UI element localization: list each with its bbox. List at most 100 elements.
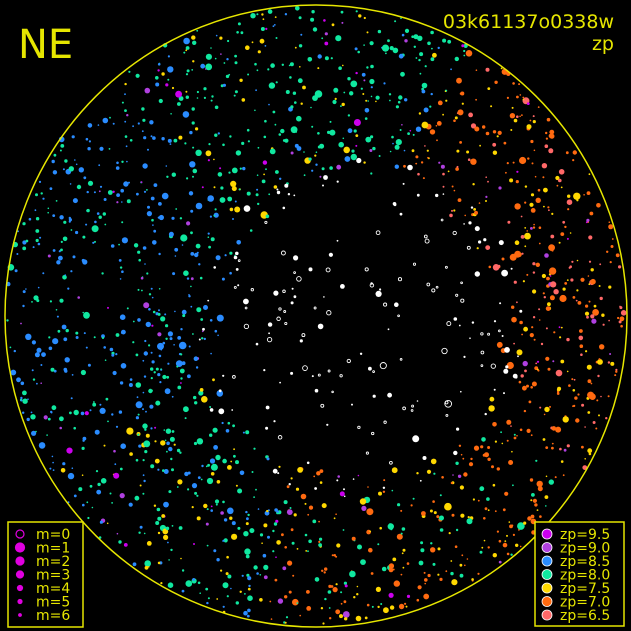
star-marker bbox=[511, 316, 517, 323]
star-marker bbox=[394, 20, 397, 23]
star-marker bbox=[544, 253, 549, 258]
star-marker bbox=[14, 269, 18, 273]
star-marker bbox=[42, 197, 45, 200]
star-marker bbox=[572, 389, 576, 392]
star-marker bbox=[430, 30, 434, 35]
star-marker bbox=[513, 342, 515, 345]
star-marker bbox=[291, 541, 295, 545]
star-marker bbox=[516, 349, 523, 356]
star-marker bbox=[264, 119, 267, 123]
star-marker bbox=[261, 179, 266, 184]
star-marker bbox=[341, 102, 345, 107]
star-marker bbox=[145, 321, 151, 328]
star-marker bbox=[585, 350, 588, 353]
star-marker bbox=[427, 573, 431, 578]
star-marker bbox=[256, 174, 259, 176]
star-marker bbox=[152, 240, 157, 245]
star-marker bbox=[298, 44, 303, 48]
star-marker bbox=[129, 378, 133, 381]
star-marker bbox=[392, 142, 394, 145]
star-marker bbox=[548, 244, 555, 252]
star-marker bbox=[203, 96, 206, 99]
star-marker bbox=[105, 397, 109, 401]
star-marker bbox=[180, 328, 183, 331]
star-marker bbox=[343, 581, 347, 585]
star-marker bbox=[71, 374, 74, 376]
star-marker bbox=[549, 129, 555, 135]
star-marker bbox=[336, 479, 339, 482]
star-marker bbox=[47, 211, 49, 214]
star-marker bbox=[93, 191, 96, 194]
star-marker bbox=[364, 616, 368, 620]
star-marker bbox=[506, 552, 510, 556]
star-marker bbox=[237, 284, 240, 287]
star-marker bbox=[355, 134, 359, 138]
star-marker bbox=[587, 275, 590, 277]
star-marker bbox=[524, 232, 531, 240]
star-marker bbox=[243, 205, 251, 212]
star-marker bbox=[233, 454, 236, 458]
star-marker bbox=[610, 361, 615, 366]
star-marker bbox=[416, 400, 419, 402]
star-marker bbox=[163, 501, 169, 508]
star-marker bbox=[544, 406, 550, 413]
star-marker bbox=[49, 187, 53, 191]
star-marker bbox=[310, 106, 312, 109]
star-marker bbox=[260, 27, 265, 31]
star-marker bbox=[447, 170, 450, 173]
star-marker bbox=[106, 522, 109, 525]
star-marker bbox=[246, 128, 250, 132]
star-marker bbox=[20, 381, 25, 386]
star-marker bbox=[229, 271, 232, 275]
star-marker bbox=[321, 167, 325, 171]
star-marker bbox=[259, 574, 262, 576]
star-marker bbox=[30, 414, 36, 420]
star-marker bbox=[56, 260, 61, 265]
star-marker bbox=[327, 590, 332, 594]
star-marker bbox=[317, 67, 320, 70]
star-marker bbox=[276, 540, 281, 545]
star-marker bbox=[487, 509, 490, 512]
star-marker bbox=[599, 263, 602, 266]
star-marker bbox=[242, 431, 245, 434]
star-marker bbox=[519, 309, 523, 313]
star-marker bbox=[442, 172, 445, 176]
star-marker bbox=[295, 131, 298, 133]
star-marker bbox=[185, 90, 188, 93]
star-marker bbox=[292, 598, 299, 606]
star-marker bbox=[519, 156, 527, 165]
star-marker bbox=[207, 299, 210, 302]
star-marker bbox=[116, 201, 119, 204]
star-marker bbox=[234, 206, 241, 213]
star-marker bbox=[389, 460, 393, 465]
star-marker bbox=[588, 235, 593, 240]
star-marker bbox=[412, 435, 420, 443]
star-marker bbox=[165, 83, 169, 87]
star-marker bbox=[289, 62, 294, 67]
star-marker bbox=[214, 329, 218, 333]
star-marker bbox=[217, 334, 219, 337]
star-marker bbox=[320, 607, 324, 610]
star-marker bbox=[284, 595, 288, 599]
star-marker bbox=[459, 141, 462, 144]
star-marker bbox=[97, 482, 101, 487]
star-marker bbox=[336, 239, 339, 242]
star-marker bbox=[124, 93, 126, 96]
star-marker bbox=[530, 227, 533, 230]
star-marker bbox=[562, 474, 565, 477]
star-marker bbox=[399, 129, 402, 131]
zp-legend-label: zp=9.5 bbox=[560, 527, 610, 543]
star-marker bbox=[329, 129, 336, 136]
star-marker bbox=[157, 312, 161, 316]
star-marker bbox=[521, 252, 524, 255]
star-marker bbox=[366, 508, 374, 516]
star-marker bbox=[269, 600, 272, 603]
star-marker bbox=[549, 405, 551, 408]
star-marker bbox=[389, 46, 394, 51]
star-marker bbox=[562, 287, 566, 291]
star-marker bbox=[240, 31, 244, 35]
star-marker bbox=[220, 511, 224, 515]
star-marker bbox=[98, 190, 101, 193]
star-marker bbox=[360, 87, 363, 90]
